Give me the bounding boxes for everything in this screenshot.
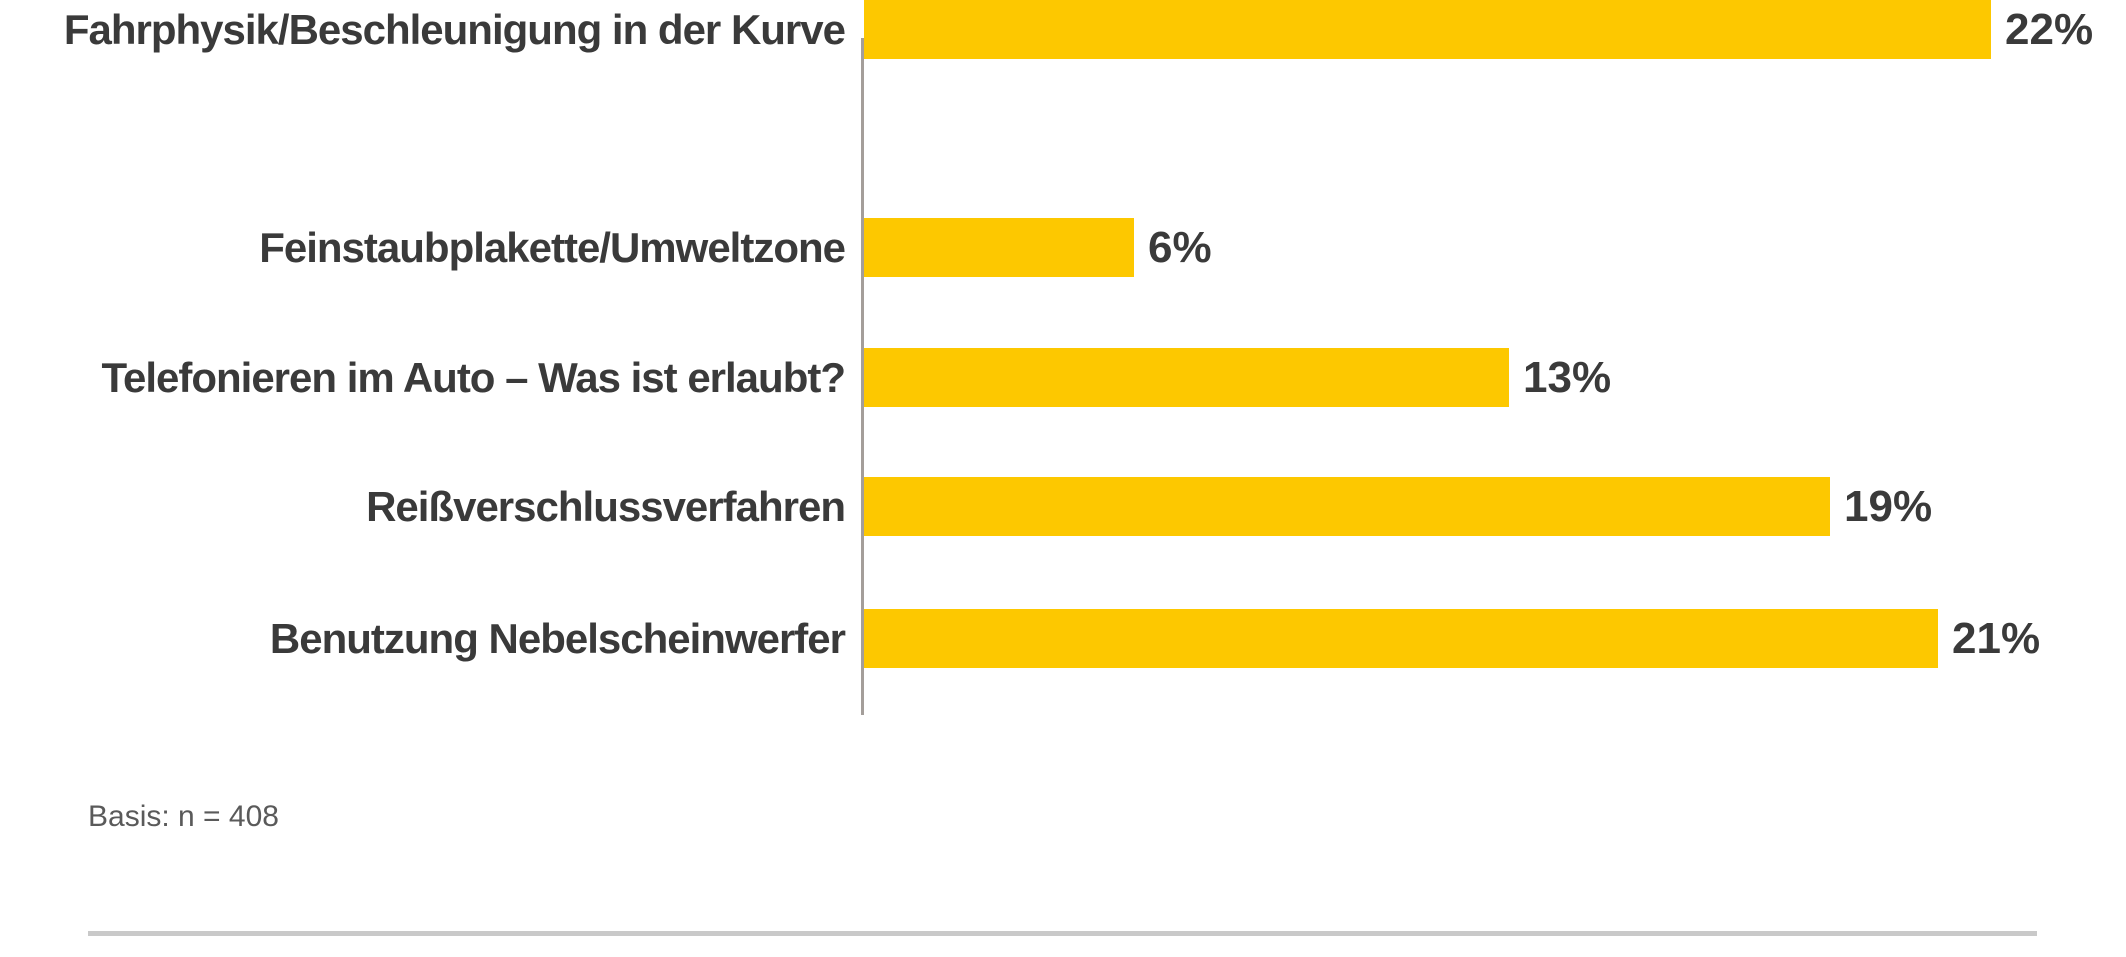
bar-area: 19%: [864, 477, 2126, 536]
bar: [864, 348, 1509, 407]
category-label: Reißverschlussverfahren: [366, 483, 846, 530]
category-label: Telefonieren im Auto – Was ist erlaubt?: [101, 354, 846, 401]
chart-row: Telefonieren im Auto – Was ist erlaubt? …: [0, 348, 2126, 407]
bar-area: 6%: [864, 218, 2126, 277]
bar: [864, 218, 1134, 277]
basis-footnote: Basis: n = 408: [88, 800, 279, 833]
value-label: 21%: [1952, 614, 2041, 663]
bar: [864, 0, 1991, 59]
bar: [864, 609, 1938, 668]
value-label: 19%: [1844, 482, 1933, 531]
bar: [864, 477, 1830, 536]
value-label: 13%: [1523, 353, 1612, 402]
bottom-divider: [88, 931, 2037, 936]
chart-row: Benutzung Nebelscheinwerfer 21%: [0, 609, 2126, 668]
category-axis-line: [861, 38, 864, 715]
bar-area: 13%: [864, 348, 2126, 407]
value-label: 22%: [2005, 5, 2094, 54]
chart-row: Feinstaubplakette/Umweltzone 6%: [0, 218, 2126, 277]
chart-row: Fahrphysik/Beschleunigung in der Kurve 2…: [0, 0, 2126, 59]
bar-area: 21%: [864, 609, 2126, 668]
value-label: 6%: [1148, 223, 1212, 272]
chart-row: Reißverschlussverfahren 19%: [0, 477, 2126, 536]
category-label: Benutzung Nebelscheinwerfer: [269, 615, 846, 662]
category-label: Feinstaubplakette/Umweltzone: [259, 224, 846, 271]
category-label: Fahrphysik/Beschleunigung in der Kurve: [63, 6, 846, 53]
bar-area: 22%: [864, 0, 2126, 59]
